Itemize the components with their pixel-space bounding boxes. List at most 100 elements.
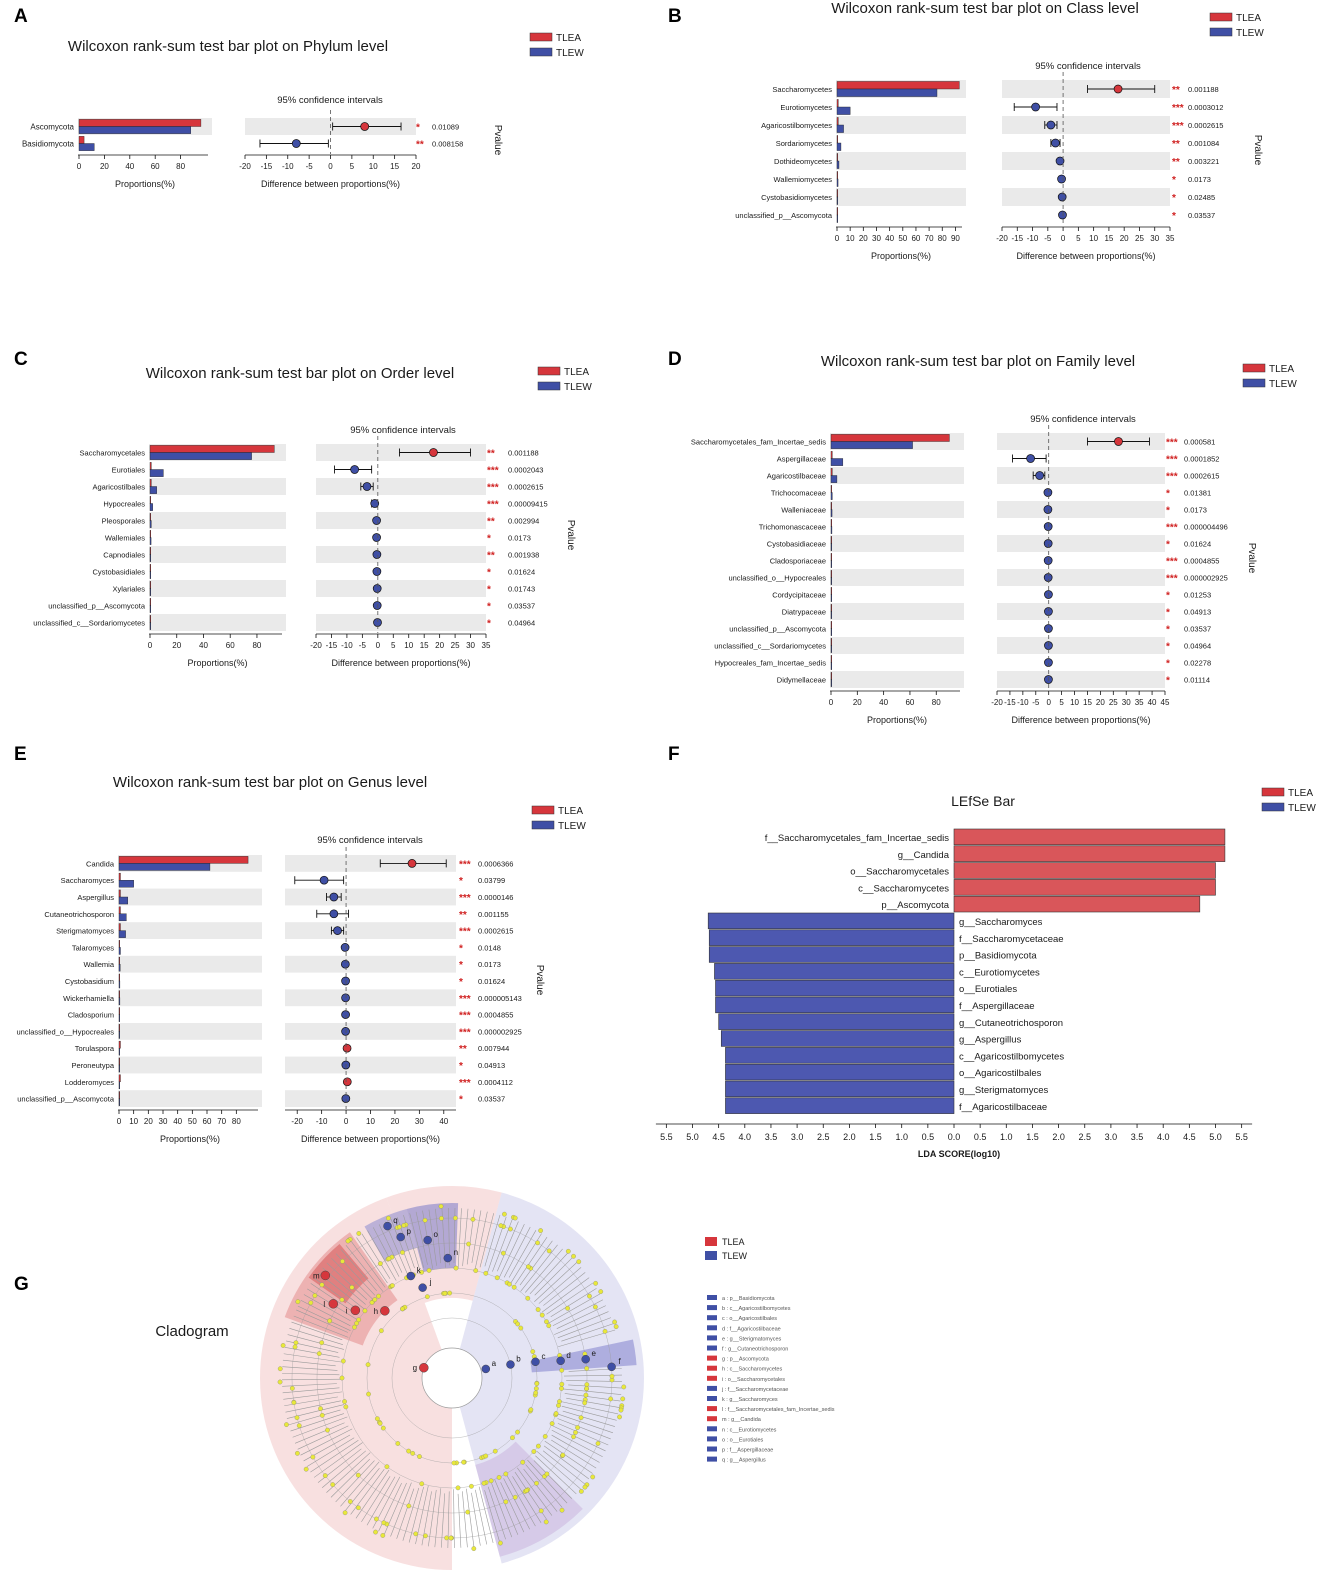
pvalue-axis-title: Pvalue (534, 965, 545, 996)
row-band (830, 569, 964, 586)
node (469, 1483, 474, 1489)
row-band (836, 116, 966, 134)
leaf-branch (512, 1476, 542, 1523)
node (533, 1386, 539, 1391)
node (534, 1480, 539, 1486)
pvalue: 0.01114 (1184, 676, 1210, 685)
leaf-branch (500, 1482, 525, 1533)
lefse-tick-label: 1.0 (895, 1132, 908, 1142)
bar-tlea (149, 479, 152, 487)
lefse-bar-tlew (725, 1097, 955, 1114)
panel-letter-b: B (668, 6, 682, 27)
node (380, 1425, 386, 1431)
prop-tick-label: 30 (159, 1117, 168, 1126)
node (295, 1451, 300, 1456)
lefse-label: g__Sterigmatomyces (959, 1085, 1048, 1096)
leaf-branch (561, 1405, 617, 1421)
leaf-branch (402, 1487, 420, 1541)
lefse-tick-label: 4.5 (1183, 1132, 1196, 1142)
diff-tick-label: -15 (326, 641, 338, 650)
diff-point (372, 567, 382, 576)
lefse-tick-label: 5.5 (1235, 1132, 1248, 1142)
leaf-branch (525, 1464, 563, 1508)
diff-point (1031, 102, 1040, 112)
leaf-branch (506, 1474, 536, 1527)
ci-row-band (285, 888, 456, 906)
bar-tlew (118, 1098, 121, 1106)
legend-label-tlea: TLEA (558, 806, 583, 817)
diff-point (329, 892, 339, 902)
pvalue: 0.0003012 (1188, 103, 1223, 112)
node (543, 1519, 549, 1525)
bar-tlew (149, 588, 152, 596)
node (590, 1474, 596, 1480)
bar-tlew (118, 1031, 121, 1039)
bar-tlea (118, 956, 121, 965)
leaf-branch (457, 1493, 462, 1548)
bar-tlew (836, 106, 851, 115)
diff-tick-label: 25 (1135, 234, 1144, 243)
legend-0: TLEA TLEW (529, 32, 584, 59)
biomarker-item: i : o__Saccharomycetales (722, 1377, 785, 1383)
leaf-branch (534, 1262, 577, 1302)
biomarker-swatch (707, 1295, 717, 1300)
sig-stars: * (1166, 608, 1170, 619)
leaf-branch (453, 1489, 455, 1548)
biomarker-item: n : c__Eurotiomycetes (722, 1427, 777, 1433)
taxon-label: Wallemia (83, 960, 114, 969)
biomarker-node-tlea (328, 1299, 339, 1309)
node (546, 1323, 552, 1329)
diff-tick-label: 45 (1161, 698, 1170, 707)
pvalue: 0.0173 (1184, 506, 1207, 515)
node (542, 1434, 548, 1439)
leaf-branch (484, 1490, 500, 1542)
leaf-branch (289, 1328, 344, 1345)
sig-stars: *** (1166, 574, 1178, 585)
panel-title: Wilcoxon rank-sum test bar plot on Phylu… (68, 38, 388, 55)
node (595, 1441, 601, 1446)
row-band (830, 501, 964, 518)
leaf-branch (378, 1224, 403, 1273)
node (277, 1379, 283, 1385)
bar-tlea (830, 519, 833, 527)
bar-tlea (118, 973, 121, 982)
ci-row-band (316, 478, 486, 495)
bar-tlea (836, 81, 960, 90)
taxon-label: Cladosporiaceae (770, 557, 826, 566)
prop-tick-label: 0 (829, 698, 834, 707)
pvalue: 0.0002615 (508, 483, 543, 492)
panel-letter-a: A (14, 6, 28, 27)
legend-swatch-tlew (531, 820, 555, 830)
bar-tlew (149, 554, 152, 562)
taxon-label: Sordariomycetes (776, 139, 833, 148)
diff-axis-title: Difference between proportions(%) (332, 658, 471, 668)
leaf-branch (441, 1493, 446, 1548)
leaf-branch (554, 1311, 609, 1335)
panel-letter-c: C (14, 349, 28, 370)
prop-tick-label: 60 (905, 698, 914, 707)
diff-point (340, 943, 350, 952)
leaf-branch (372, 1227, 400, 1277)
node (510, 1435, 515, 1441)
leaf-branch (536, 1450, 581, 1490)
clado-legend-tlew (705, 1251, 717, 1260)
panel-d: Wilcoxon rank-sum test bar plot on Famil… (691, 353, 1257, 725)
leaf-branch (292, 1416, 348, 1438)
sig-stars: *** (487, 500, 499, 511)
node (453, 1215, 458, 1221)
pvalue-axis-title: Pvalue (1252, 135, 1263, 166)
diff-point (291, 139, 301, 148)
pvalue: 0.02278 (1184, 659, 1211, 668)
node (530, 1349, 536, 1354)
pvalue: 0.0173 (478, 960, 501, 969)
taxon-label: unclassified_p__Ascomycota (729, 625, 827, 634)
lefse-tick-label: 4.5 (712, 1132, 725, 1142)
legend-label-tlew: TLEW (556, 48, 584, 59)
panel-title: Wilcoxon rank-sum test bar plot on Famil… (821, 353, 1135, 370)
bar-tlew (149, 486, 157, 494)
pvalue: 0.01743 (508, 585, 535, 594)
legend-label-tlea: TLEA (1269, 364, 1294, 375)
node (582, 1400, 588, 1406)
ci-row-band (285, 1023, 456, 1040)
taxon-label: unclassified_p__Ascomycota (48, 602, 146, 611)
